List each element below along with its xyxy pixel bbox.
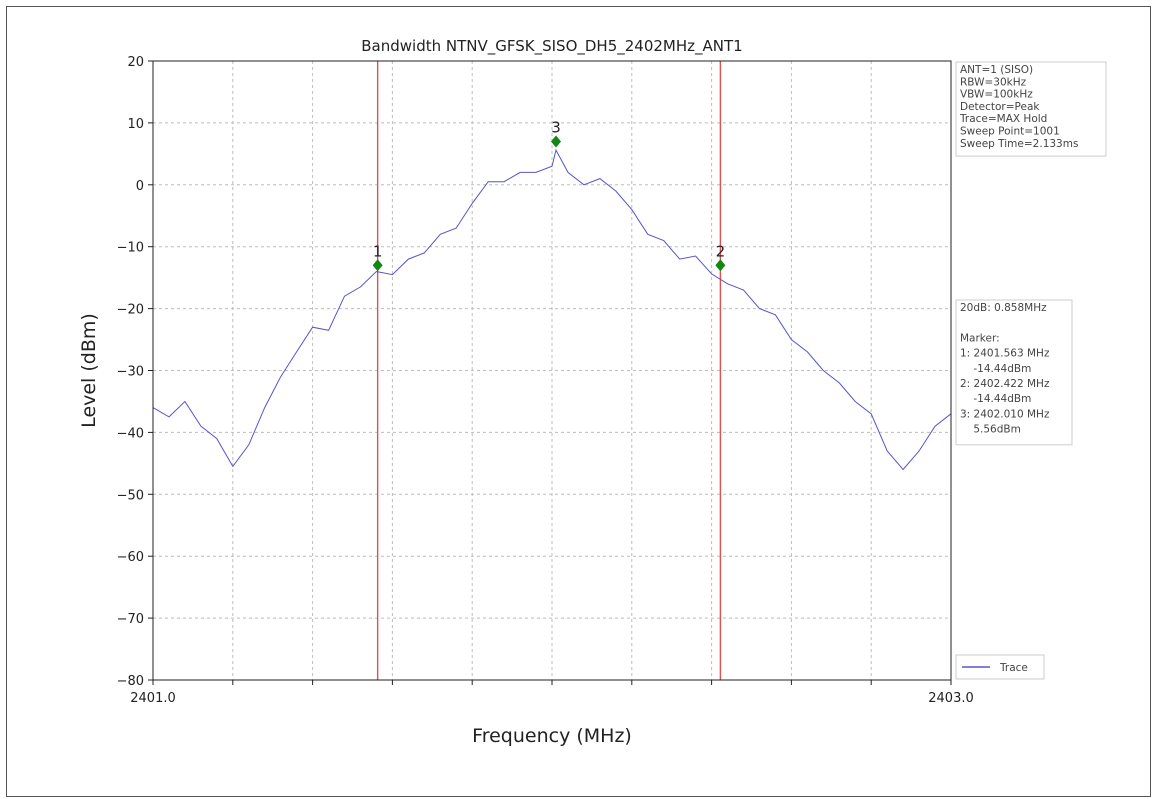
y-tick-label: −10 — [117, 241, 144, 256]
result-line: 20dB: 0.858MHz — [960, 302, 1047, 314]
y-tick-label: −20 — [117, 303, 144, 318]
grid — [152, 60, 952, 681]
x-tick-label: 2401.0 — [130, 691, 176, 706]
marker-point — [715, 259, 726, 272]
info-line: RBW=30kHz — [960, 76, 1027, 88]
y-tick-label: −30 — [117, 365, 144, 380]
trace-line — [152, 148, 952, 471]
x-axis-label: Frequency (MHz) — [472, 725, 632, 747]
figure-frame — [6, 6, 1151, 797]
info-box-frame — [955, 61, 1107, 157]
marker-label: 3 — [551, 118, 561, 136]
result-box-text: 20dB: 0.858MHz Marker: 1: 2401.563 MHz -14… — [960, 302, 1050, 436]
info-line: VBW=100kHz — [960, 89, 1033, 101]
x-axis-ticks: 2401.0 2403.0 — [130, 680, 974, 706]
x-tick-label: 2403.0 — [928, 691, 974, 706]
result-line: 5.56dBm — [960, 424, 1021, 436]
info-line: Sweep Time=2.133ms — [960, 138, 1078, 150]
y-tick-label: −80 — [117, 674, 144, 689]
marker-lines — [376, 61, 722, 680]
result-line: 2: 2402.422 MHz — [960, 378, 1050, 390]
result-line: -14.44dBm — [960, 393, 1031, 405]
marker-point — [372, 259, 383, 272]
y-tick-label: 0 — [136, 179, 144, 194]
info-box: ANT=1 (SISO)RBW=30kHzVBW=100kHzDetector=… — [955, 61, 1107, 157]
y-tick-label: −60 — [117, 550, 144, 565]
result-line: Marker: — [960, 332, 1000, 344]
info-line: ANT=1 (SISO) — [960, 64, 1033, 76]
marker-label: 1 — [373, 242, 383, 260]
info-line: Detector=Peak — [960, 101, 1040, 113]
result-box-frame — [955, 299, 1073, 446]
marker-label: 2 — [716, 242, 726, 260]
y-axis-ticks: 20 10 0 −10 −20 −30 −40 −50 −60 −70 −80 — [117, 55, 153, 689]
y-tick-label: −70 — [117, 612, 144, 627]
y-axis-label: Level (dBm) — [78, 313, 100, 428]
info-line: Trace=MAX Hold — [959, 113, 1047, 125]
chart-title: Bandwidth NTNV_GFSK_SISO_DH5_2402MHz_ANT… — [361, 37, 742, 56]
info-line: Sweep Point=1001 — [960, 126, 1060, 138]
y-tick-label: −50 — [117, 488, 144, 503]
info-box-text: ANT=1 (SISO)RBW=30kHzVBW=100kHzDetector=… — [959, 64, 1078, 150]
marker-point — [550, 135, 561, 148]
y-tick-label: 20 — [127, 55, 144, 70]
result-line: 3: 2402.010 MHz — [960, 408, 1050, 420]
markers: 1 2 3 — [372, 118, 726, 272]
result-line: -14.44dBm — [960, 363, 1031, 375]
legend: Trace — [955, 654, 1045, 680]
y-tick-label: 10 — [127, 117, 144, 132]
legend-entry: Trace — [999, 662, 1028, 674]
result-line: 1: 2401.563 MHz — [960, 348, 1050, 360]
trace-layer — [152, 148, 952, 471]
y-tick-label: −40 — [117, 426, 144, 441]
result-box: 20dB: 0.858MHz Marker: 1: 2401.563 MHz -14… — [955, 299, 1073, 446]
